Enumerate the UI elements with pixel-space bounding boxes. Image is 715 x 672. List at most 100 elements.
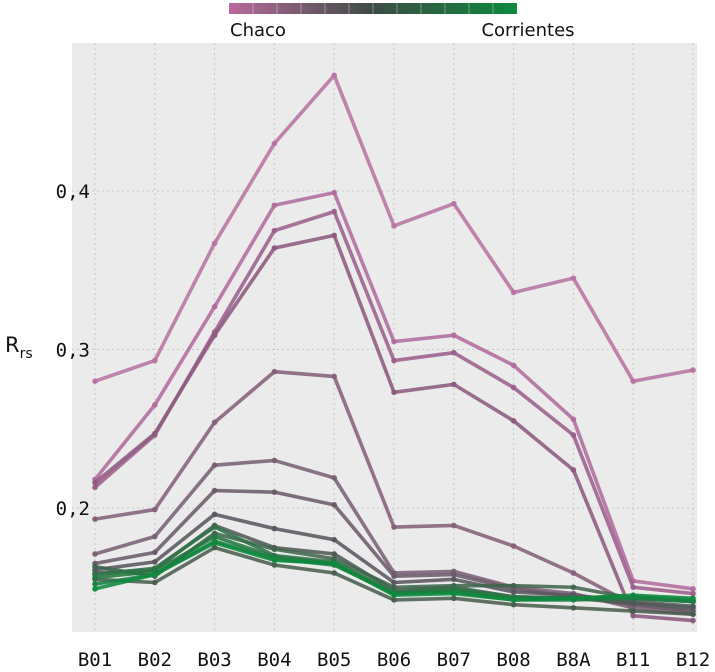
data-point [211,533,218,540]
data-point [331,502,338,508]
data-point [690,590,696,597]
data-point [271,227,278,234]
data-point [211,240,218,247]
y-tick-label: 0,2 [56,498,90,520]
data-point [331,475,338,481]
x-tick-label: B12 [676,649,710,671]
data-point [451,522,457,529]
data-point [391,573,397,579]
data-point [152,430,158,437]
y-axis-label-sub: rs [20,346,33,362]
y-tick-label: 0,4 [56,181,90,203]
data-point [391,223,397,229]
data-point [211,511,218,518]
series-chaco-2 [92,189,696,592]
data-point [630,592,636,598]
y-axis-label-main: R [5,333,20,357]
data-point [510,543,517,549]
data-point [92,551,98,557]
legend-end-label: Corrientes [481,20,574,41]
x-tick-label: B8A [556,649,591,671]
x-tick-label: B06 [377,649,411,671]
data-point [331,189,338,196]
data-point [451,200,457,207]
data-point [570,467,577,473]
data-point [211,462,218,469]
series-corrientes-4 [92,540,696,603]
x-tick-label: B01 [78,649,112,671]
data-point [92,378,98,385]
x-tick-label: B07 [437,649,471,671]
data-point [211,303,218,310]
data-point [570,584,577,591]
data-point [271,202,278,209]
data-point [690,605,696,611]
series-chaco-4 [92,232,696,624]
data-point [391,524,397,530]
y-tick-labels: 0,2 0,3 0,4 [56,181,90,520]
legend-colorbar-ticks [252,3,494,14]
data-point [331,72,338,79]
data-point [451,571,457,578]
data-point [92,574,98,581]
data-point [690,586,696,592]
data-point [391,597,397,603]
data-point [152,559,158,565]
data-point [331,551,338,557]
x-tick-label: B05 [317,649,351,671]
data-point [331,570,338,576]
data-point [570,595,577,602]
data-point [152,533,158,540]
data-point [271,489,278,495]
data-point [690,617,696,624]
data-point [630,612,636,619]
data-point [451,349,457,356]
data-point [211,332,218,339]
data-point [211,524,218,530]
data-point [331,232,338,239]
data-point [451,576,457,583]
data-point [391,338,397,345]
x-tick-label: B03 [197,649,231,671]
series-chaco-1 [92,72,696,385]
data-point [570,416,577,423]
data-point [630,600,636,606]
data-point [570,605,577,611]
data-point [211,487,218,494]
data-point [570,570,577,576]
data-point [391,389,397,396]
x-tick-label: B02 [138,649,172,671]
data-point [690,611,696,617]
data-point [630,584,636,591]
data-point [152,402,158,408]
data-point [510,289,517,296]
data-point [391,584,397,591]
data-point [271,562,278,568]
y-tick-label: 0,3 [56,340,90,362]
data-point [211,540,218,546]
data-point [451,595,457,602]
y-axis-label: Rrs [5,333,33,362]
data-point [271,557,278,564]
series-mid-3 [92,544,696,617]
data-point [92,586,98,592]
data-point [152,571,158,578]
data-point [271,245,278,251]
data-point [152,579,158,586]
data-point [391,579,397,586]
data-point [510,384,517,391]
data-point [271,368,278,375]
data-point [510,418,517,424]
data-point [211,544,218,551]
data-point [391,592,397,598]
data-point [510,589,517,595]
data-point [271,457,278,464]
data-point [152,506,158,513]
data-point [92,479,98,486]
data-point [152,549,158,556]
data-point [152,357,158,364]
legend-colorbar [229,3,517,14]
data-point [271,546,278,553]
data-point [570,432,577,438]
